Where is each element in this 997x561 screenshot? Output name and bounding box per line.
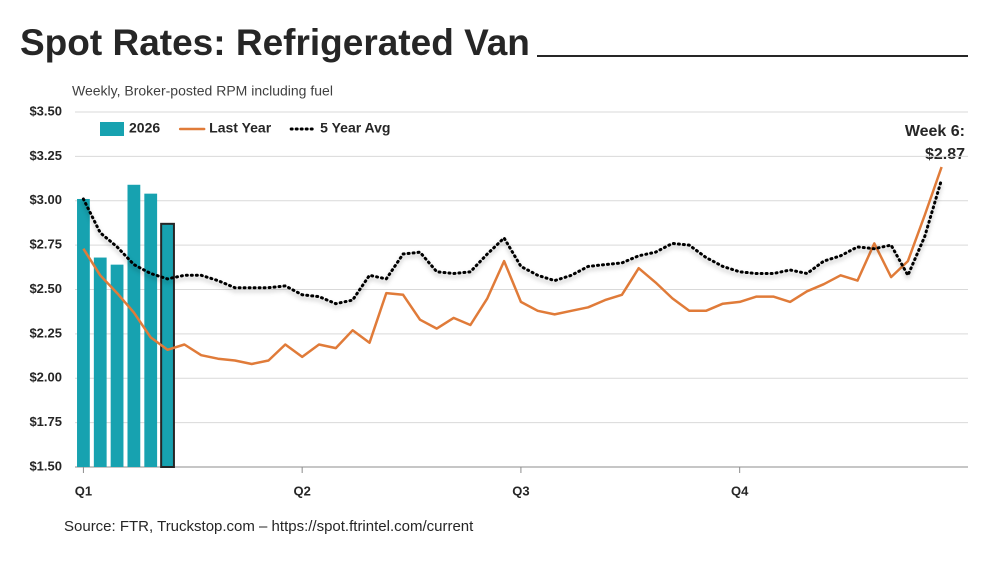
y-tick-label: $2.25 bbox=[29, 325, 62, 340]
y-tick-label: $3.25 bbox=[29, 148, 62, 163]
bar bbox=[110, 264, 124, 467]
x-tick-label: Q2 bbox=[293, 483, 310, 498]
chart-title: Spot Rates: Refrigerated Van bbox=[20, 22, 530, 63]
legend-label: 2026 bbox=[129, 120, 160, 136]
source: Source: FTR, Truckstop.com – https://spo… bbox=[64, 518, 474, 535]
bar bbox=[127, 184, 141, 467]
x-tick-label: Q1 bbox=[75, 483, 92, 498]
legend-swatch bbox=[100, 122, 124, 136]
y-tick-label: $3.00 bbox=[29, 192, 62, 207]
legend-label: 5 Year Avg bbox=[320, 120, 390, 136]
x-tick-label: Q3 bbox=[512, 483, 529, 498]
line bbox=[81, 177, 944, 306]
bar bbox=[93, 257, 107, 467]
line bbox=[82, 166, 943, 366]
bar bbox=[77, 198, 90, 467]
y-tick-label: $2.75 bbox=[29, 237, 62, 252]
bar bbox=[144, 193, 158, 467]
x-tick-label: Q4 bbox=[731, 483, 749, 498]
y-tick-label: $2.50 bbox=[29, 281, 62, 296]
y-tick-label: $1.50 bbox=[29, 458, 62, 473]
subtitle: Weekly, Broker-posted RPM including fuel bbox=[72, 83, 333, 99]
annotation: Week 6: bbox=[905, 123, 965, 140]
y-tick-label: $2.00 bbox=[29, 370, 62, 385]
annotation: $2.87 bbox=[925, 146, 965, 163]
y-tick-label: $1.75 bbox=[29, 414, 62, 429]
legend-label: Last Year bbox=[209, 120, 272, 136]
y-tick-label: $3.50 bbox=[29, 103, 62, 118]
